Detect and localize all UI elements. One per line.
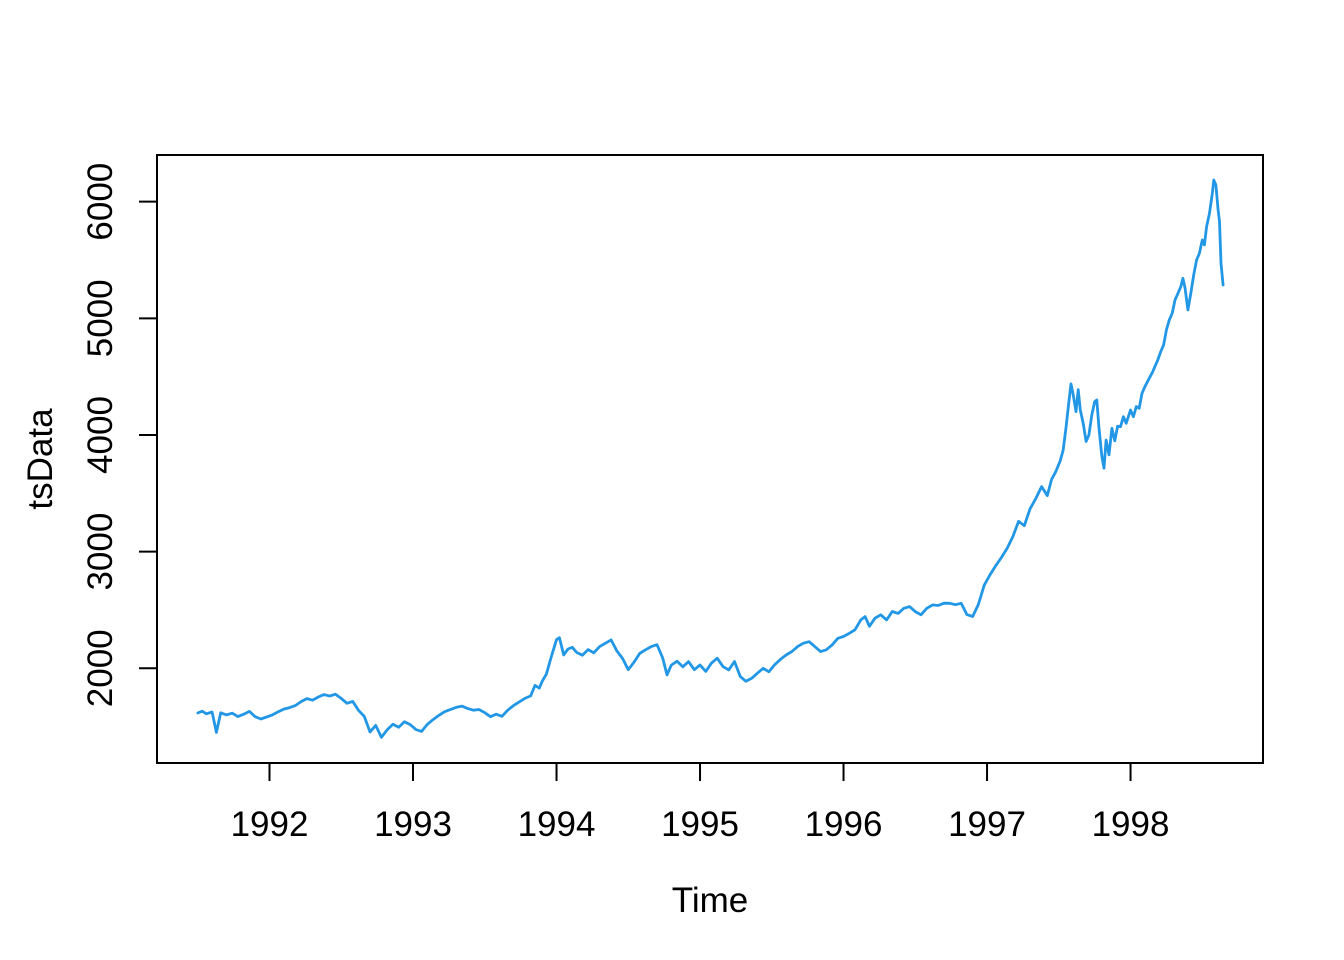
- y-tick-label: 6000: [81, 163, 120, 241]
- x-axis-label: Time: [672, 881, 748, 920]
- x-tick-label: 1996: [805, 805, 883, 844]
- axes: 1992 1993 1994 1995 1996 1997 1998 2000 3000 4000…: [81, 163, 1169, 844]
- y-tick-label: 2000: [81, 629, 120, 707]
- y-axis-label: tsData: [21, 408, 60, 510]
- x-tick-label: 1998: [1092, 805, 1170, 844]
- x-tick-label: 1997: [948, 805, 1026, 844]
- data-line: [196, 178, 1225, 739]
- y-tick-label: 3000: [81, 513, 120, 591]
- plot-box: [156, 154, 1264, 764]
- x-tick-label: 1995: [661, 805, 739, 844]
- x-tick-label: 1992: [231, 805, 309, 844]
- x-tick-label: 1993: [374, 805, 452, 844]
- y-tick-label: 4000: [81, 396, 120, 474]
- x-tick-label: 1994: [518, 805, 596, 844]
- y-tick-label: 5000: [81, 279, 120, 357]
